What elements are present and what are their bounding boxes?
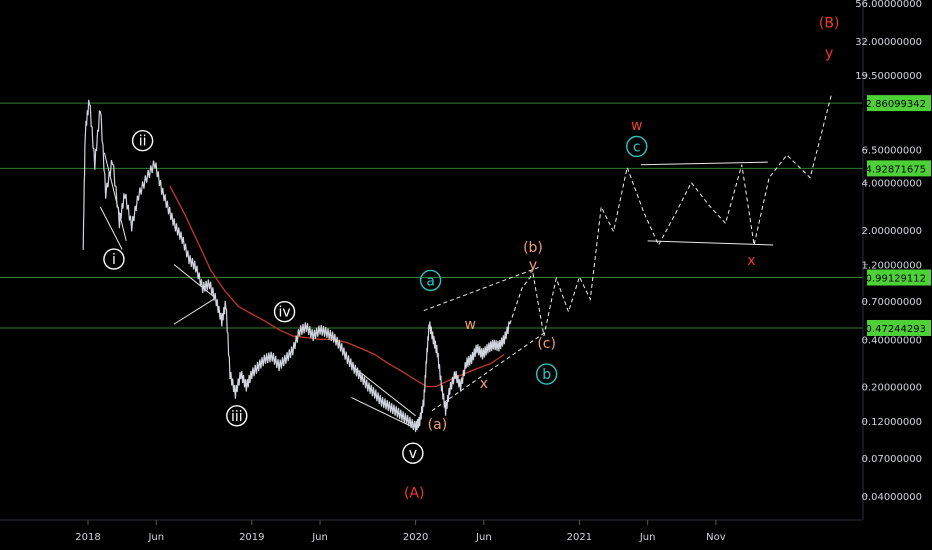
wave-label: v — [402, 442, 424, 464]
wave-label-text: w — [464, 317, 475, 333]
wave-label: x — [480, 376, 488, 392]
trend-line — [351, 397, 414, 428]
wave-circle — [131, 130, 154, 152]
wave-label: b — [535, 363, 558, 385]
x-tick-label: Jun — [311, 532, 328, 543]
y-tick-label: 6.50000000 — [862, 146, 922, 157]
x-tick-label: 2021 — [567, 532, 592, 543]
level-price-label: 0.47244293 — [866, 324, 926, 335]
y-tick-label: 0.04000000 — [862, 492, 922, 503]
wave-label-text: (b) — [523, 240, 543, 256]
wave-circle — [419, 269, 442, 292]
y-tick-label: 0.07000000 — [862, 454, 922, 465]
wave-label: w — [464, 317, 475, 333]
trend-line — [173, 298, 214, 325]
wave-circle — [226, 405, 248, 427]
wave-circle — [626, 135, 648, 158]
wave-label-text: x — [747, 253, 755, 269]
y-axis[interactable]: 56.00000000 32.00000000 19.50000000 6.50000… — [855, 0, 931, 520]
wave-label-text: y — [825, 46, 833, 62]
wave-label: iii — [226, 405, 248, 427]
wave-label-text: ii — [139, 134, 147, 150]
wave-label: c — [626, 135, 648, 158]
y-tick-label: 0.12000000 — [862, 417, 922, 428]
wave-label: (a) — [428, 417, 448, 433]
wave-label: y — [529, 258, 537, 274]
y-tick-label: 56.00000000 — [855, 0, 922, 10]
wave-label-text: y — [529, 258, 537, 274]
y-tick-label: 19.50000000 — [855, 71, 922, 82]
level-price-tag — [867, 319, 931, 336]
x-axis[interactable]: 2018 Jun 2019 Jun 2020 Jun 2021 Jun Nov — [0, 519, 863, 543]
wave-label-text: i — [112, 252, 116, 268]
x-tick-label: 2018 — [75, 532, 100, 543]
y-tick-label: 0.40000000 — [862, 335, 922, 346]
trend-line — [640, 161, 768, 166]
level-price-tag — [867, 95, 931, 112]
wave-circle — [402, 442, 424, 464]
x-tick-label: Nov — [706, 532, 726, 543]
wave-label-text: v — [409, 446, 417, 462]
level-price-label: 4.92871675 — [866, 164, 926, 175]
x-tick-label: Jun — [147, 532, 164, 543]
wave-circle — [535, 363, 558, 385]
x-tick-label: Jun — [639, 532, 656, 543]
projection-path — [509, 92, 833, 337]
moving-average-line — [169, 185, 505, 388]
wave-label-text: c — [633, 139, 641, 155]
wave-label-text: (B) — [819, 16, 840, 32]
wave-label-text: a — [426, 273, 435, 289]
wave-label: (b) — [523, 240, 543, 256]
wave-label-text: iii — [231, 409, 243, 425]
wave-label: x — [747, 253, 755, 269]
wave-label-text: w — [631, 118, 642, 134]
y-tick-label: 0.70000000 — [862, 297, 922, 308]
wave-label: (c) — [537, 336, 556, 352]
x-tick-label: Jun — [475, 532, 492, 543]
trend-line — [431, 330, 547, 412]
wave-label-text: x — [480, 376, 488, 392]
y-tick-label: 4.00000000 — [862, 179, 922, 190]
level-price-tag — [867, 269, 931, 286]
trend-lines — [99, 152, 774, 428]
trend-line — [103, 152, 127, 241]
wave-label: (A) — [404, 486, 425, 502]
level-price-label: 12.86099342 — [859, 99, 926, 110]
wave-label: (B) — [819, 16, 840, 32]
wave-label-text: iv — [278, 305, 290, 321]
wave-label: w — [631, 118, 642, 134]
x-tick-label: 2019 — [239, 532, 264, 543]
wave-label: ii — [131, 130, 154, 152]
y-tick-label: 1.20000000 — [862, 261, 922, 272]
wave-label: iv — [273, 301, 296, 323]
trend-line — [355, 368, 416, 417]
x-tick-label: 2020 — [403, 532, 428, 543]
trend-line — [99, 206, 123, 250]
wave-label: i — [103, 248, 125, 270]
wave-circle — [103, 248, 125, 270]
wave-label-text: (a) — [428, 417, 448, 433]
y-tick-label: 32.00000000 — [855, 37, 922, 48]
wave-circle — [273, 301, 296, 323]
y-tick-label: 2.00000000 — [862, 226, 922, 237]
trend-line — [173, 264, 214, 297]
trend-line — [647, 240, 774, 246]
wave-label-text: (A) — [404, 486, 425, 502]
y-tick-label: 0.20000000 — [862, 382, 922, 393]
price-line — [82, 99, 511, 433]
wave-label: y — [825, 46, 833, 62]
level-price-label: 0.99129112 — [866, 274, 926, 285]
wave-label-text: (c) — [537, 336, 556, 352]
wave-label-text: b — [542, 367, 551, 383]
wave-label: a — [419, 269, 442, 292]
level-price-tag — [867, 160, 931, 177]
